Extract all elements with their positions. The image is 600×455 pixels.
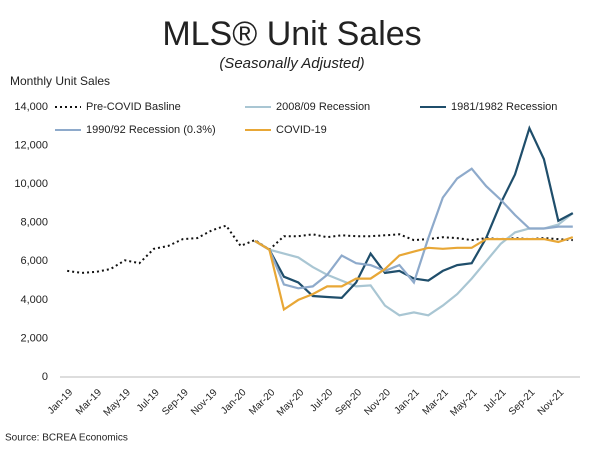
x-tick-label: Sep-20 <box>334 387 365 418</box>
x-tick-label: Nov-21 <box>536 387 567 418</box>
y-tick-label: 2,000 <box>20 332 48 344</box>
y-tick-label: 0 <box>42 371 48 383</box>
source-note: Source: BCREA Economics <box>5 433 128 444</box>
legend-label: Pre-COVID Basline <box>86 101 181 113</box>
y-tick-label: 12,000 <box>14 139 48 151</box>
x-tick-label: Jan-19 <box>46 387 76 417</box>
chart-subtitle: (Seasonally Adjusted) <box>219 55 364 72</box>
chart-title: MLS® Unit Sales <box>162 15 421 53</box>
legend-label: 1990/92 Recession (0.3%) <box>86 124 216 136</box>
x-tick-label: Jan-20 <box>219 387 249 417</box>
x-tick-label: Sep-21 <box>507 387 538 418</box>
x-tick-label: Mar-19 <box>74 387 104 417</box>
legend-label: 2008/09 Recession <box>276 101 370 113</box>
x-tick-label: Jan-21 <box>392 387 422 417</box>
y-tick-label: 6,000 <box>20 255 48 267</box>
y-axis-label: Monthly Unit Sales <box>10 74 110 88</box>
x-tick-label: Jul-19 <box>135 387 162 414</box>
x-tick-label: Jul-21 <box>481 387 508 414</box>
x-tick-label: Mar-20 <box>247 387 277 417</box>
x-tick-label: Nov-20 <box>362 387 393 418</box>
series-line <box>254 167 573 290</box>
legend-label: 1981/1982 Recession <box>451 101 557 113</box>
y-tick-label: 14,000 <box>14 101 48 113</box>
x-tick-label: May-19 <box>102 387 134 419</box>
series-line <box>254 125 574 300</box>
x-tick-label: Nov-19 <box>189 387 220 418</box>
x-tick-label: May-20 <box>275 387 307 419</box>
legend-label: COVID-19 <box>276 124 327 136</box>
series-line <box>254 236 574 312</box>
y-tick-label: 4,000 <box>20 294 48 306</box>
x-tick-label: Sep-19 <box>160 387 191 418</box>
x-tick-label: Jul-20 <box>308 387 335 414</box>
series-line <box>254 212 574 317</box>
y-tick-label: 10,000 <box>14 178 48 190</box>
x-tick-label: May-21 <box>448 387 480 419</box>
y-tick-label: 8,000 <box>20 217 48 229</box>
x-tick-label: Mar-21 <box>421 387 451 417</box>
